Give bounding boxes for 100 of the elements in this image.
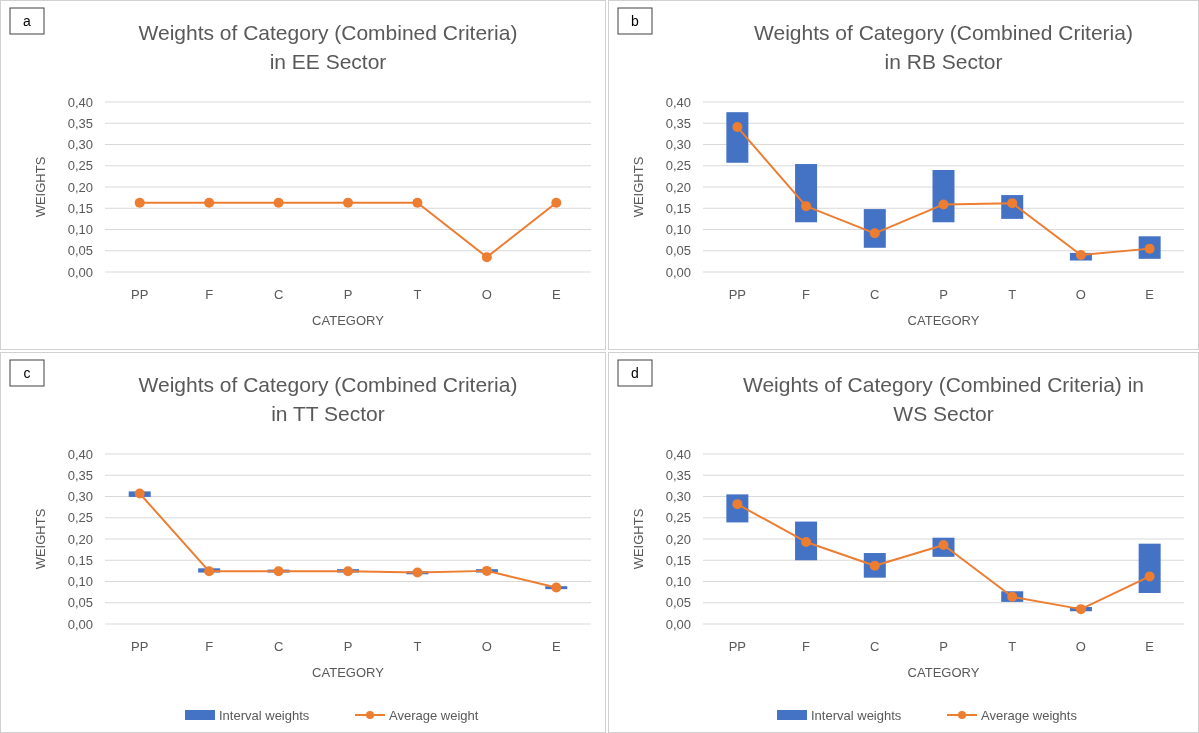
x-axis-title: CATEGORY <box>312 664 385 680</box>
y-tick-label: 0,40 <box>665 446 691 462</box>
y-tick-label: 0,15 <box>665 200 691 216</box>
y-tick-label: 0,35 <box>67 467 93 483</box>
point <box>1007 591 1018 602</box>
x-tick-label: C <box>273 286 284 302</box>
y-axis-title: WEIGHTS <box>631 156 646 218</box>
y-tick-label: 0,35 <box>67 115 93 131</box>
x-tick-label: T <box>1008 638 1017 654</box>
x-tick-label: E <box>1145 638 1155 654</box>
x-tick-label: F <box>205 286 214 302</box>
x-tick-label: PP <box>728 638 747 654</box>
y-axis-title: WEIGHTS <box>33 156 48 218</box>
x-tick-label: T <box>1008 286 1017 302</box>
x-tick-label: P <box>343 638 353 654</box>
point <box>204 566 215 577</box>
y-tick-label: 0,15 <box>67 200 93 216</box>
y-tick-label: 0,30 <box>665 489 691 505</box>
y-tick-label: 0,30 <box>67 137 93 153</box>
x-axis-title: CATEGORY <box>907 312 980 328</box>
y-tick-label: 0,10 <box>665 222 691 238</box>
text: a <box>23 12 32 29</box>
point <box>938 199 949 210</box>
point <box>481 565 492 576</box>
legend-label: Interval weights <box>811 707 902 723</box>
chart-title: Weights of Category (Combined Criteria) in RB Sector <box>754 21 1133 73</box>
y-tick-label: 0,00 <box>67 616 93 632</box>
y-tick-label: 0,20 <box>665 531 691 547</box>
y-tick-label: 0,40 <box>67 446 93 462</box>
point <box>1075 604 1086 615</box>
x-tick-label: O <box>1075 286 1086 302</box>
bar <box>1138 543 1161 593</box>
y-tick-label: 0,25 <box>665 510 691 526</box>
x-tick-label: F <box>802 638 811 654</box>
x-tick-label: E <box>551 638 561 654</box>
y-tick-label: 0,40 <box>665 94 691 110</box>
x-tick-label: P <box>343 286 353 302</box>
x-tick-label: PP <box>131 638 149 654</box>
x-tick-label: E <box>551 286 561 302</box>
x-axis-title: CATEGORY <box>312 312 385 328</box>
x-tick-label: PP <box>131 286 149 302</box>
chart-title: Weights of Category (Combined Criteria) in EE Sector <box>138 21 518 73</box>
y-tick-label: 0,25 <box>67 510 93 526</box>
x-tick-label: C <box>870 638 880 654</box>
legend-label: Interval weights <box>219 707 310 723</box>
x-tick-label: P <box>939 286 948 302</box>
y-tick-label: 0,05 <box>67 243 93 259</box>
point <box>412 567 423 578</box>
y-tick-label: 0,25 <box>665 158 691 174</box>
y-tick-label: 0,35 <box>665 467 691 483</box>
x-tick-label: T <box>413 286 422 302</box>
x-tick-label: O <box>481 638 492 654</box>
y-tick-label: 0,10 <box>67 574 93 590</box>
bar <box>932 170 955 223</box>
x-tick-label: F <box>205 638 214 654</box>
point <box>732 122 743 133</box>
chart-title: Weights of Category (Combined Criteria) in WS Sector <box>742 373 1145 425</box>
text: d <box>631 364 639 381</box>
chart-title: Weights of Category (Combined Criteria) in TT Sector <box>138 373 518 425</box>
x-tick-label: C <box>273 638 284 654</box>
y-tick-label: 0,30 <box>665 137 691 153</box>
y-tick-label: 0,15 <box>67 552 93 568</box>
point <box>1144 571 1155 582</box>
point <box>551 582 562 593</box>
bar <box>726 112 749 163</box>
point <box>801 201 812 212</box>
x-tick-label: P <box>939 638 948 654</box>
x-tick-label: PP <box>728 286 747 302</box>
y-tick-label: 0,25 <box>67 158 93 174</box>
y-tick-label: 0,20 <box>67 531 93 547</box>
point <box>134 488 145 499</box>
x-tick-label: F <box>802 286 811 302</box>
y-tick-label: 0,05 <box>67 595 93 611</box>
y-tick-label: 0,40 <box>67 94 93 110</box>
y-axis-title: WEIGHTS <box>33 508 48 570</box>
text: c <box>23 364 31 381</box>
y-tick-label: 0,20 <box>665 179 691 195</box>
x-tick-label: O <box>481 286 492 302</box>
y-tick-label: 0,00 <box>665 616 691 632</box>
x-tick-label: E <box>1145 286 1155 302</box>
x-tick-label: T <box>413 638 422 654</box>
y-tick-label: 0,05 <box>665 243 691 259</box>
y-tick-label: 0,15 <box>665 552 691 568</box>
y-tick-label: 0,10 <box>665 574 691 590</box>
y-tick-label: 0,10 <box>67 222 93 238</box>
y-tick-label: 0,30 <box>67 489 93 505</box>
x-tick-label: C <box>870 286 880 302</box>
bar <box>795 164 818 223</box>
text: b <box>631 12 640 29</box>
y-tick-label: 0,00 <box>665 264 691 280</box>
legend-label: Average weight <box>389 707 479 723</box>
y-tick-label: 0,00 <box>67 264 93 280</box>
point <box>1075 250 1086 260</box>
y-tick-label: 0,05 <box>665 595 691 611</box>
x-axis-title: CATEGORY <box>907 664 980 680</box>
point <box>343 566 353 577</box>
y-tick-label: 0,20 <box>67 179 93 195</box>
point <box>273 566 284 577</box>
x-tick-label: O <box>1075 638 1086 654</box>
y-tick-label: 0,35 <box>665 115 691 131</box>
